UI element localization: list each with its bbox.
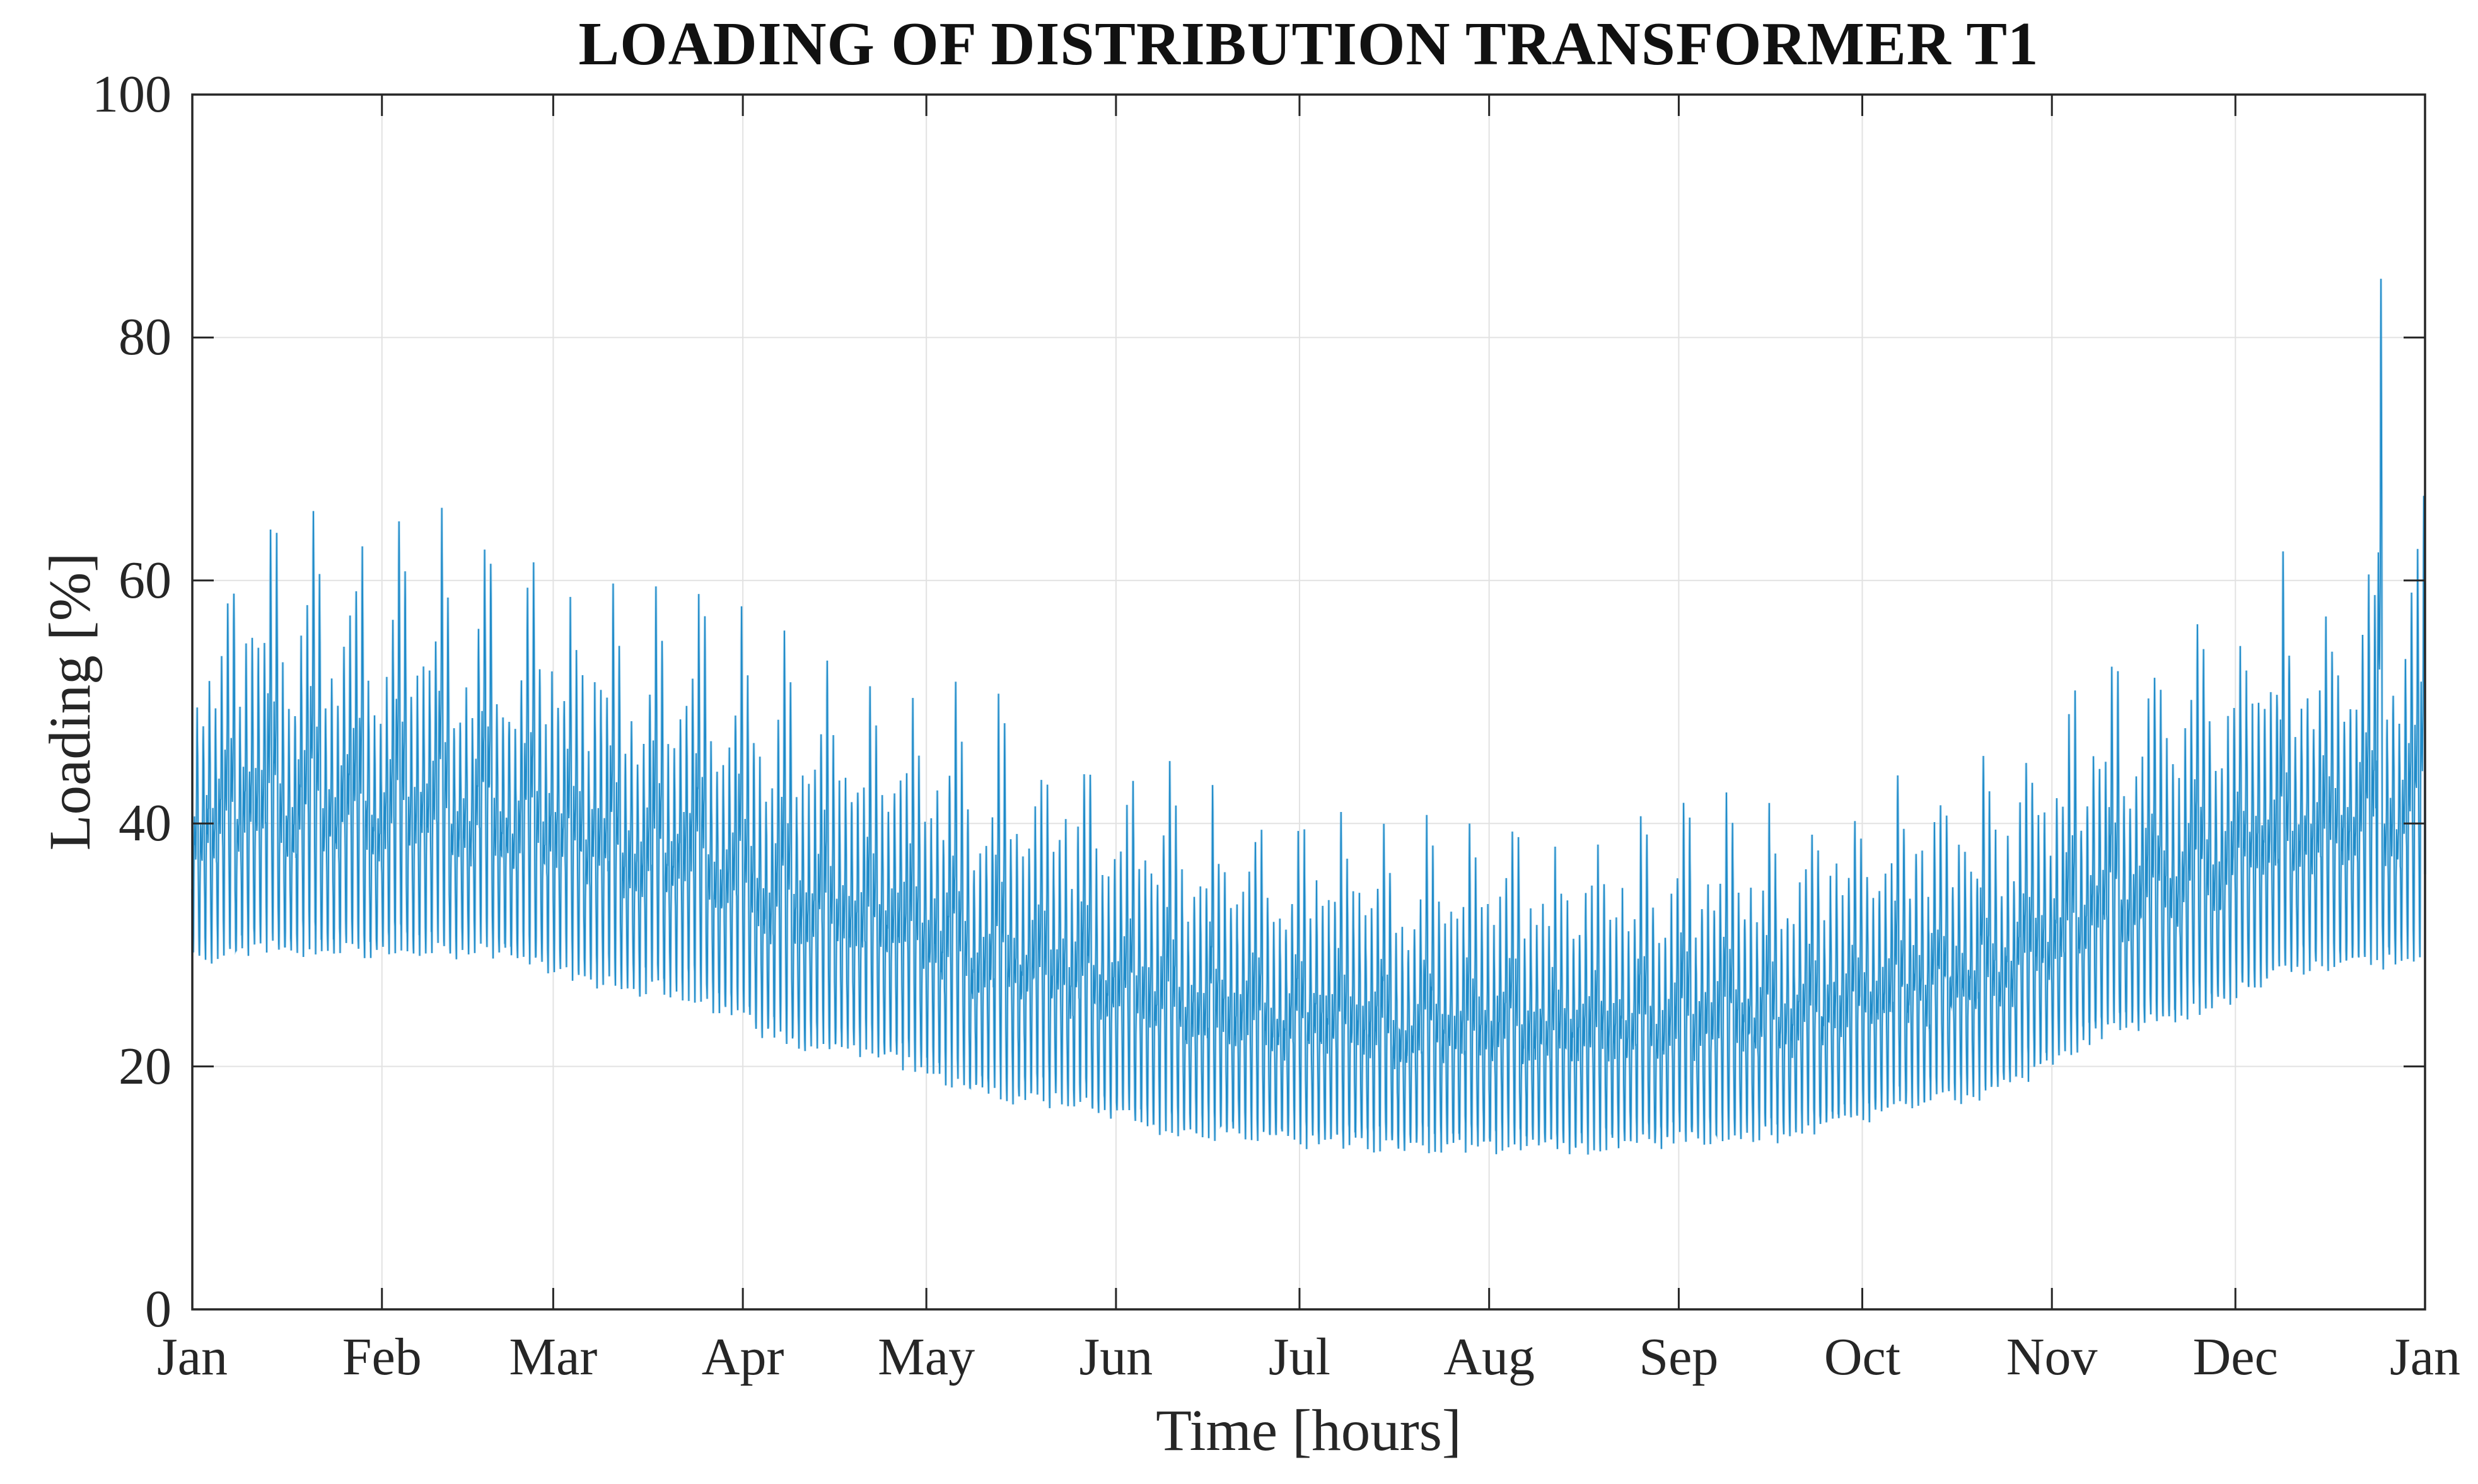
x-tick-label: May [878, 1328, 975, 1386]
y-tick-label: 80 [119, 308, 172, 367]
axes-box [191, 93, 2426, 1311]
x-tick-label: Apr [701, 1328, 784, 1386]
x-tick-label: Mar [509, 1328, 598, 1386]
x-tick-label: Sep [1639, 1328, 1719, 1386]
x-tick-label: Nov [2006, 1328, 2098, 1386]
chart-title: LOADING OF DISTRIBUTION TRANSFORMER T1 [578, 10, 2039, 78]
x-tick-label: Feb [342, 1328, 422, 1386]
x-axis-label: Time [hours] [1156, 1398, 1462, 1463]
x-tick-label: Aug [1443, 1328, 1535, 1386]
y-tick-label: 100 [92, 65, 172, 124]
y-tick-label: 0 [145, 1280, 172, 1338]
y-tick-label: 40 [119, 794, 172, 853]
y-tick-label: 60 [119, 550, 172, 610]
x-tick-label: Jan [2390, 1328, 2460, 1386]
x-tick-label: Jun [1079, 1328, 1153, 1386]
x-tick-label: Oct [1824, 1328, 1901, 1386]
x-tick-label: Dec [2192, 1328, 2278, 1386]
x-tick-label: Jan [157, 1328, 228, 1386]
x-tick-label: Jul [1268, 1328, 1330, 1386]
y-tick-label: 20 [119, 1036, 172, 1096]
loading-series-line [192, 279, 2426, 1155]
